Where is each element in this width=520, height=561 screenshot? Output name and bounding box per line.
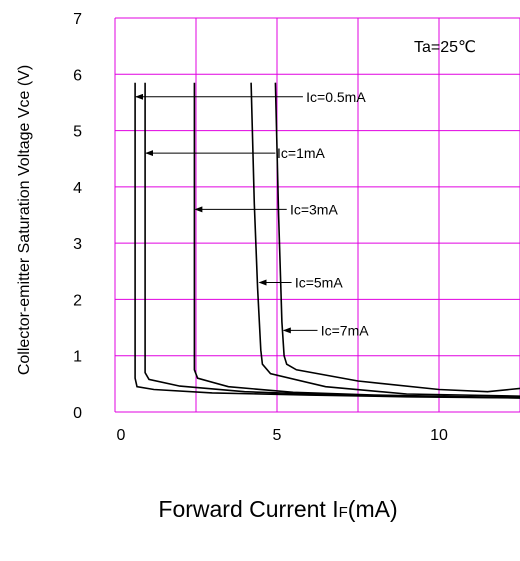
annotations: Ic=0.5mA Ic=1mA Ic=3mA Ic=5mA Ic=7mA <box>135 89 370 338</box>
series-label-0: Ic=0.5mA <box>306 89 366 105</box>
x-axis-label-unit: (mA) <box>348 496 398 522</box>
x-tick-label-2: 10 <box>430 427 448 444</box>
series-line-0 <box>134 82 520 399</box>
series-lines <box>134 82 520 399</box>
x-axis-label: Forward Current IF(mA) <box>158 496 397 522</box>
y-tick-label-3: 3 <box>73 236 82 253</box>
tick-labels: 0 1 2 3 4 5 6 7 0 5 10 <box>73 11 448 444</box>
grid <box>114 17 520 413</box>
x-tick-label-1: 5 <box>273 427 282 444</box>
y-tick-label-5: 5 <box>73 124 82 141</box>
series-line-2 <box>193 82 520 399</box>
y-tick-label-7: 7 <box>73 11 82 28</box>
series-label-3: Ic=5mA <box>295 275 344 291</box>
series-label-4: Ic=7mA <box>321 322 370 338</box>
y-axis-label: Collector-emitter Saturation Voltage Vce… <box>16 65 33 375</box>
series-line-3 <box>250 82 520 397</box>
y-tick-label-0: 0 <box>73 405 82 422</box>
series-label-2: Ic=3mA <box>290 201 339 217</box>
condition-label: Ta=25℃ <box>414 39 476 56</box>
y-tick-label-1: 1 <box>73 349 82 366</box>
x-tick-label-0: 0 <box>117 427 126 444</box>
y-tick-label-4: 4 <box>73 180 82 197</box>
series-label-1: Ic=1mA <box>277 145 326 161</box>
series-line-4 <box>274 82 520 393</box>
y-tick-label-6: 6 <box>73 67 82 84</box>
y-tick-label-2: 2 <box>73 292 82 309</box>
series-line-1 <box>144 82 520 399</box>
x-axis-label-sub: F <box>339 504 348 521</box>
x-axis-label-main: Forward Current I <box>158 496 338 522</box>
